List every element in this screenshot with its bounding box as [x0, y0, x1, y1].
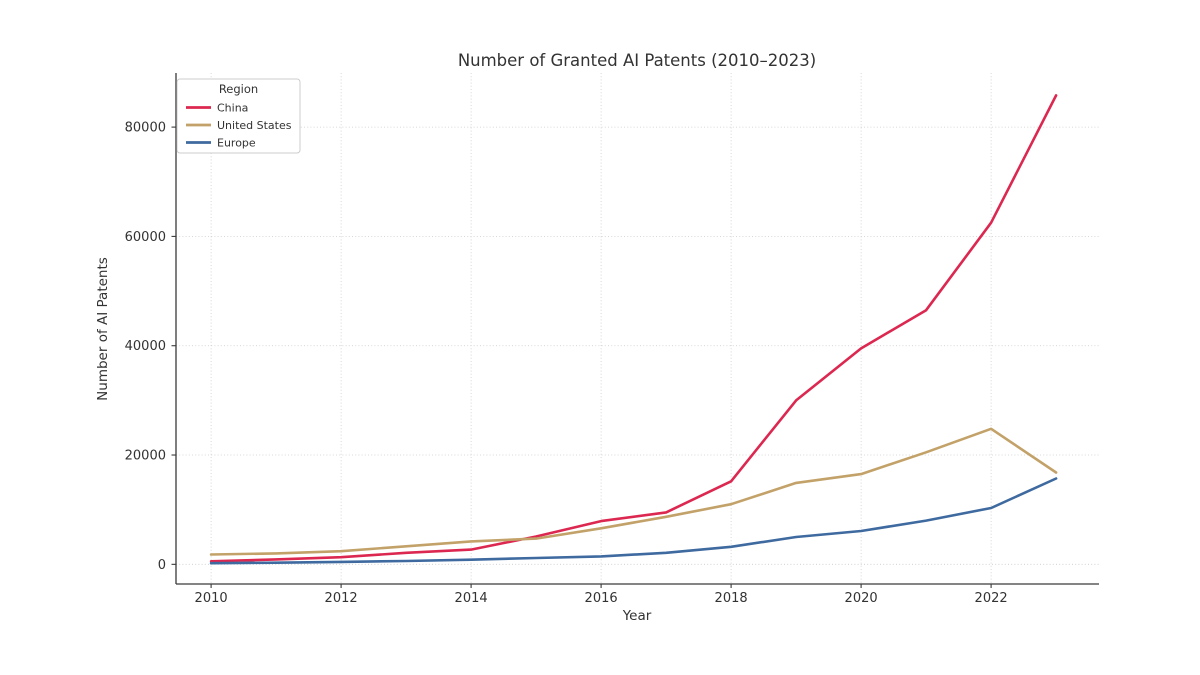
- x-axis-label: Year: [622, 608, 652, 624]
- legend-label-europe: Europe: [217, 137, 256, 150]
- legend-item-china: China: [186, 102, 248, 115]
- y-tick-label-20000: 20000: [125, 449, 166, 464]
- y-tick-label-80000: 80000: [125, 121, 166, 136]
- grid-layer: [176, 73, 1099, 584]
- x-tick-label-2022: 2022: [975, 591, 1008, 606]
- x-tick-label-2016: 2016: [585, 591, 618, 606]
- axis-layer: 2010 2012 2014 2016 2018 2020 2022 0 20000 40000 6…: [125, 73, 1099, 606]
- chart-title: Number of Granted AI Patents (2010–2023): [458, 51, 816, 70]
- legend-title: Region: [219, 82, 258, 96]
- y-tick-label-0: 0: [158, 558, 166, 573]
- x-tick-label-2020: 2020: [845, 591, 878, 606]
- legend: Region China United States Europe: [176, 78, 301, 154]
- series-line-china: [209, 94, 1058, 563]
- x-tick-label-2014: 2014: [455, 591, 488, 606]
- x-tick-label-2018: 2018: [715, 591, 748, 606]
- x-tick-label-2012: 2012: [325, 591, 358, 606]
- y-tick-label-60000: 60000: [125, 230, 166, 245]
- series-line-europe: [209, 477, 1058, 565]
- series-layer: [209, 94, 1058, 565]
- legend-item-united-states: United States: [186, 119, 292, 132]
- series-line-united-states: [209, 427, 1058, 556]
- legend-box: [176, 78, 301, 154]
- y-axis-label: Number of AI Patents: [95, 257, 111, 401]
- x-tick-label-2010: 2010: [195, 591, 228, 606]
- y-tick-label-40000: 40000: [125, 339, 166, 354]
- legend-label-china: China: [217, 102, 248, 115]
- legend-label-united-states: United States: [217, 119, 292, 132]
- legend-item-europe: Europe: [186, 137, 256, 150]
